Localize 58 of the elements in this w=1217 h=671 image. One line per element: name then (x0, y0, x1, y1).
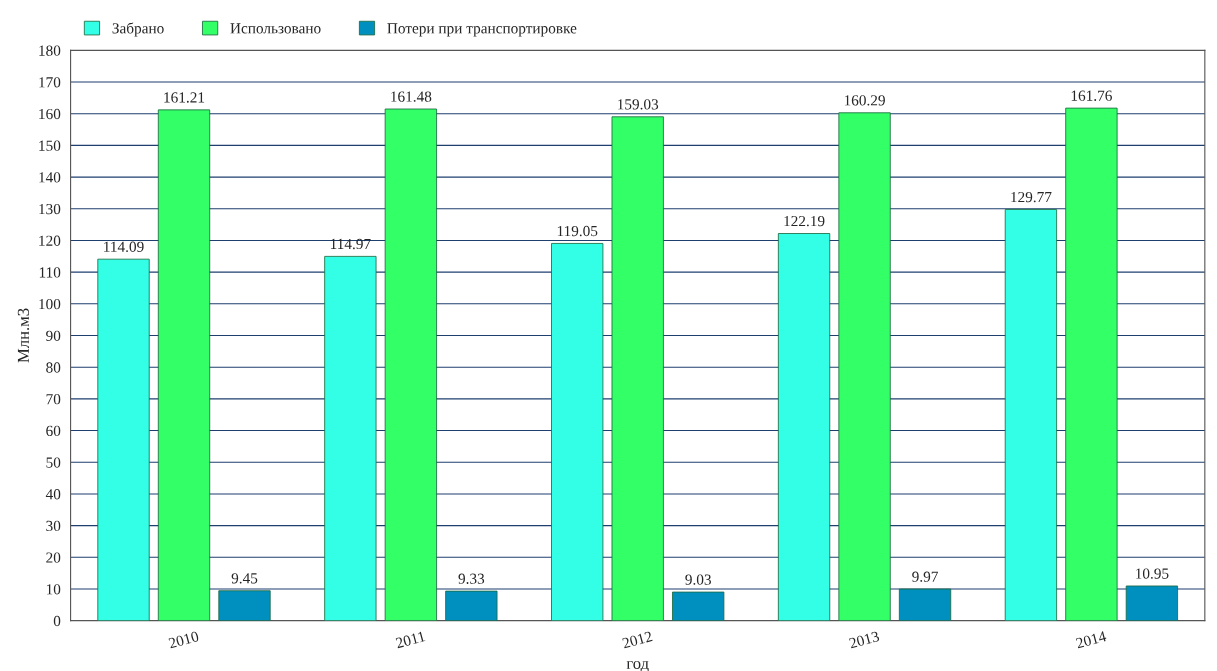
x-tick-label: 2012 (621, 631, 653, 649)
data-label: 159.03 (618, 99, 659, 110)
y-tick-label: 50 (46, 457, 61, 468)
bar (551, 243, 604, 621)
bar (898, 588, 952, 621)
bar (1065, 107, 1118, 621)
y-tick-label: 0 (53, 615, 61, 627)
y-tick-label: 110 (39, 267, 61, 278)
bar (838, 112, 891, 621)
y-tick-label: 170 (39, 77, 61, 88)
bar (611, 116, 664, 621)
y-axis-title: Млн.м3 (17, 308, 30, 363)
bar (445, 590, 498, 621)
data-label: 129.77 (1011, 191, 1052, 203)
x-tick-label: 2010 (168, 630, 200, 649)
data-label: 9.45 (231, 573, 258, 584)
y-tick-label: 120 (39, 235, 61, 246)
y-tick-label: 180 (39, 45, 61, 56)
data-label: 161.76 (1071, 90, 1112, 101)
x-tick-label: 2014 (1075, 630, 1107, 649)
bar (97, 258, 150, 621)
data-label: 122.19 (784, 215, 825, 227)
y-tick-label: 40 (45, 489, 61, 500)
y-tick-label: 80 (46, 362, 61, 373)
legend-label: Потери при транспортировке (387, 23, 577, 37)
y-tick-label: 140 (39, 172, 61, 183)
data-label: 114.97 (330, 238, 371, 250)
y-tick-label: 150 (39, 140, 61, 151)
y-tick-label: 100 (39, 298, 61, 310)
y-tick-label: 70 (46, 394, 61, 405)
data-label: 9.97 (912, 571, 938, 582)
data-label: 161.21 (164, 92, 205, 103)
y-tick-label: 30 (46, 520, 61, 532)
y-tick-label: 90 (46, 330, 61, 341)
bar (157, 109, 211, 621)
y-tick-label: 160 (39, 108, 61, 120)
data-label: 9.33 (458, 573, 485, 584)
x-tick-label: 2011 (395, 631, 426, 649)
data-label: 160.29 (844, 95, 885, 106)
bar (672, 591, 725, 621)
legend-label: Использовано (230, 23, 321, 34)
y-tick-label: 10 (46, 584, 61, 595)
bar (1004, 209, 1058, 621)
y-tick-label: 20 (46, 552, 61, 563)
y-tick-label: 60 (46, 425, 61, 437)
data-label: 161.48 (391, 91, 432, 102)
data-label: 10.95 (1136, 568, 1169, 579)
bar (777, 233, 831, 621)
bar (384, 108, 437, 621)
bar (1125, 585, 1179, 621)
bar (218, 590, 271, 621)
bar (324, 255, 377, 621)
y-tick-label: 130 (39, 203, 61, 215)
x-tick-label: 2013 (848, 630, 880, 649)
data-label: 119.05 (557, 225, 598, 237)
data-label: 9.03 (685, 574, 711, 585)
legend-label: Забрано (112, 22, 164, 37)
data-label: 114.09 (104, 241, 144, 252)
